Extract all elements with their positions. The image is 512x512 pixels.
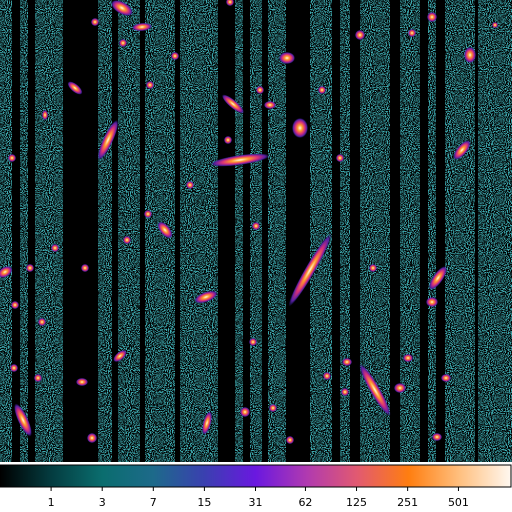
source [288,233,332,307]
source [355,30,365,40]
source [403,354,413,362]
source [186,181,194,189]
source [113,350,127,362]
stripe [268,0,286,462]
source [408,29,416,37]
source [252,222,260,230]
tick-label: 501 [448,496,469,509]
stripe [0,0,12,462]
source [202,411,212,435]
source [427,12,437,22]
source [157,221,173,239]
source [132,22,152,32]
tick-label: 3 [99,496,106,509]
stripe [20,0,28,462]
source [0,266,13,278]
source [76,378,88,386]
source [394,383,406,393]
stripe [98,0,112,462]
tick-label: 31 [249,496,263,509]
source [51,244,59,252]
source [269,404,277,412]
source [226,0,234,6]
source [123,236,131,244]
tick-label: 7 [150,496,157,509]
source [14,403,32,437]
source [292,118,308,138]
source [359,363,391,417]
source [428,266,448,290]
source [67,81,83,95]
source [38,318,46,326]
source [81,264,89,272]
stripe [118,0,140,462]
source [240,407,250,417]
source [221,94,245,114]
source [144,210,152,218]
source [369,264,377,272]
source [492,22,498,28]
source [323,372,331,380]
source [453,140,471,160]
source [171,52,179,60]
source [97,119,119,161]
tick-label: 62 [298,496,312,509]
colorbar-ticks: 1 3 7 15 31 62 125 251 501 [48,487,469,509]
stripe [250,0,262,462]
source [210,153,270,167]
colorbar [0,464,512,488]
source [91,18,99,26]
stripe [428,0,436,462]
source [256,86,264,94]
source [441,374,451,382]
source [279,52,295,64]
source [10,364,18,372]
source [249,338,257,346]
source [34,374,42,382]
tick-label: 15 [197,496,211,509]
stripe [445,0,475,462]
source [26,264,34,272]
source [426,297,438,307]
source [318,86,326,94]
source [286,436,294,444]
source [432,433,442,441]
source [464,47,476,63]
source [8,154,16,162]
source [336,154,344,162]
source [11,301,19,309]
tick-label: 251 [397,496,418,509]
source [146,81,154,89]
source [87,433,97,443]
stripe [400,0,420,462]
source [341,388,349,396]
source [342,358,352,366]
tick-label: 1 [48,496,55,509]
stripe [340,0,350,462]
stripe [235,0,243,462]
sources [0,0,498,444]
source [264,101,276,109]
source [111,0,133,16]
stripe [35,0,63,462]
stripe [478,0,512,462]
source [194,290,218,304]
source [119,39,127,47]
stripe [180,0,218,462]
source [224,136,232,144]
stripe [310,0,332,462]
source [42,110,48,120]
tick-label: 125 [346,496,367,509]
